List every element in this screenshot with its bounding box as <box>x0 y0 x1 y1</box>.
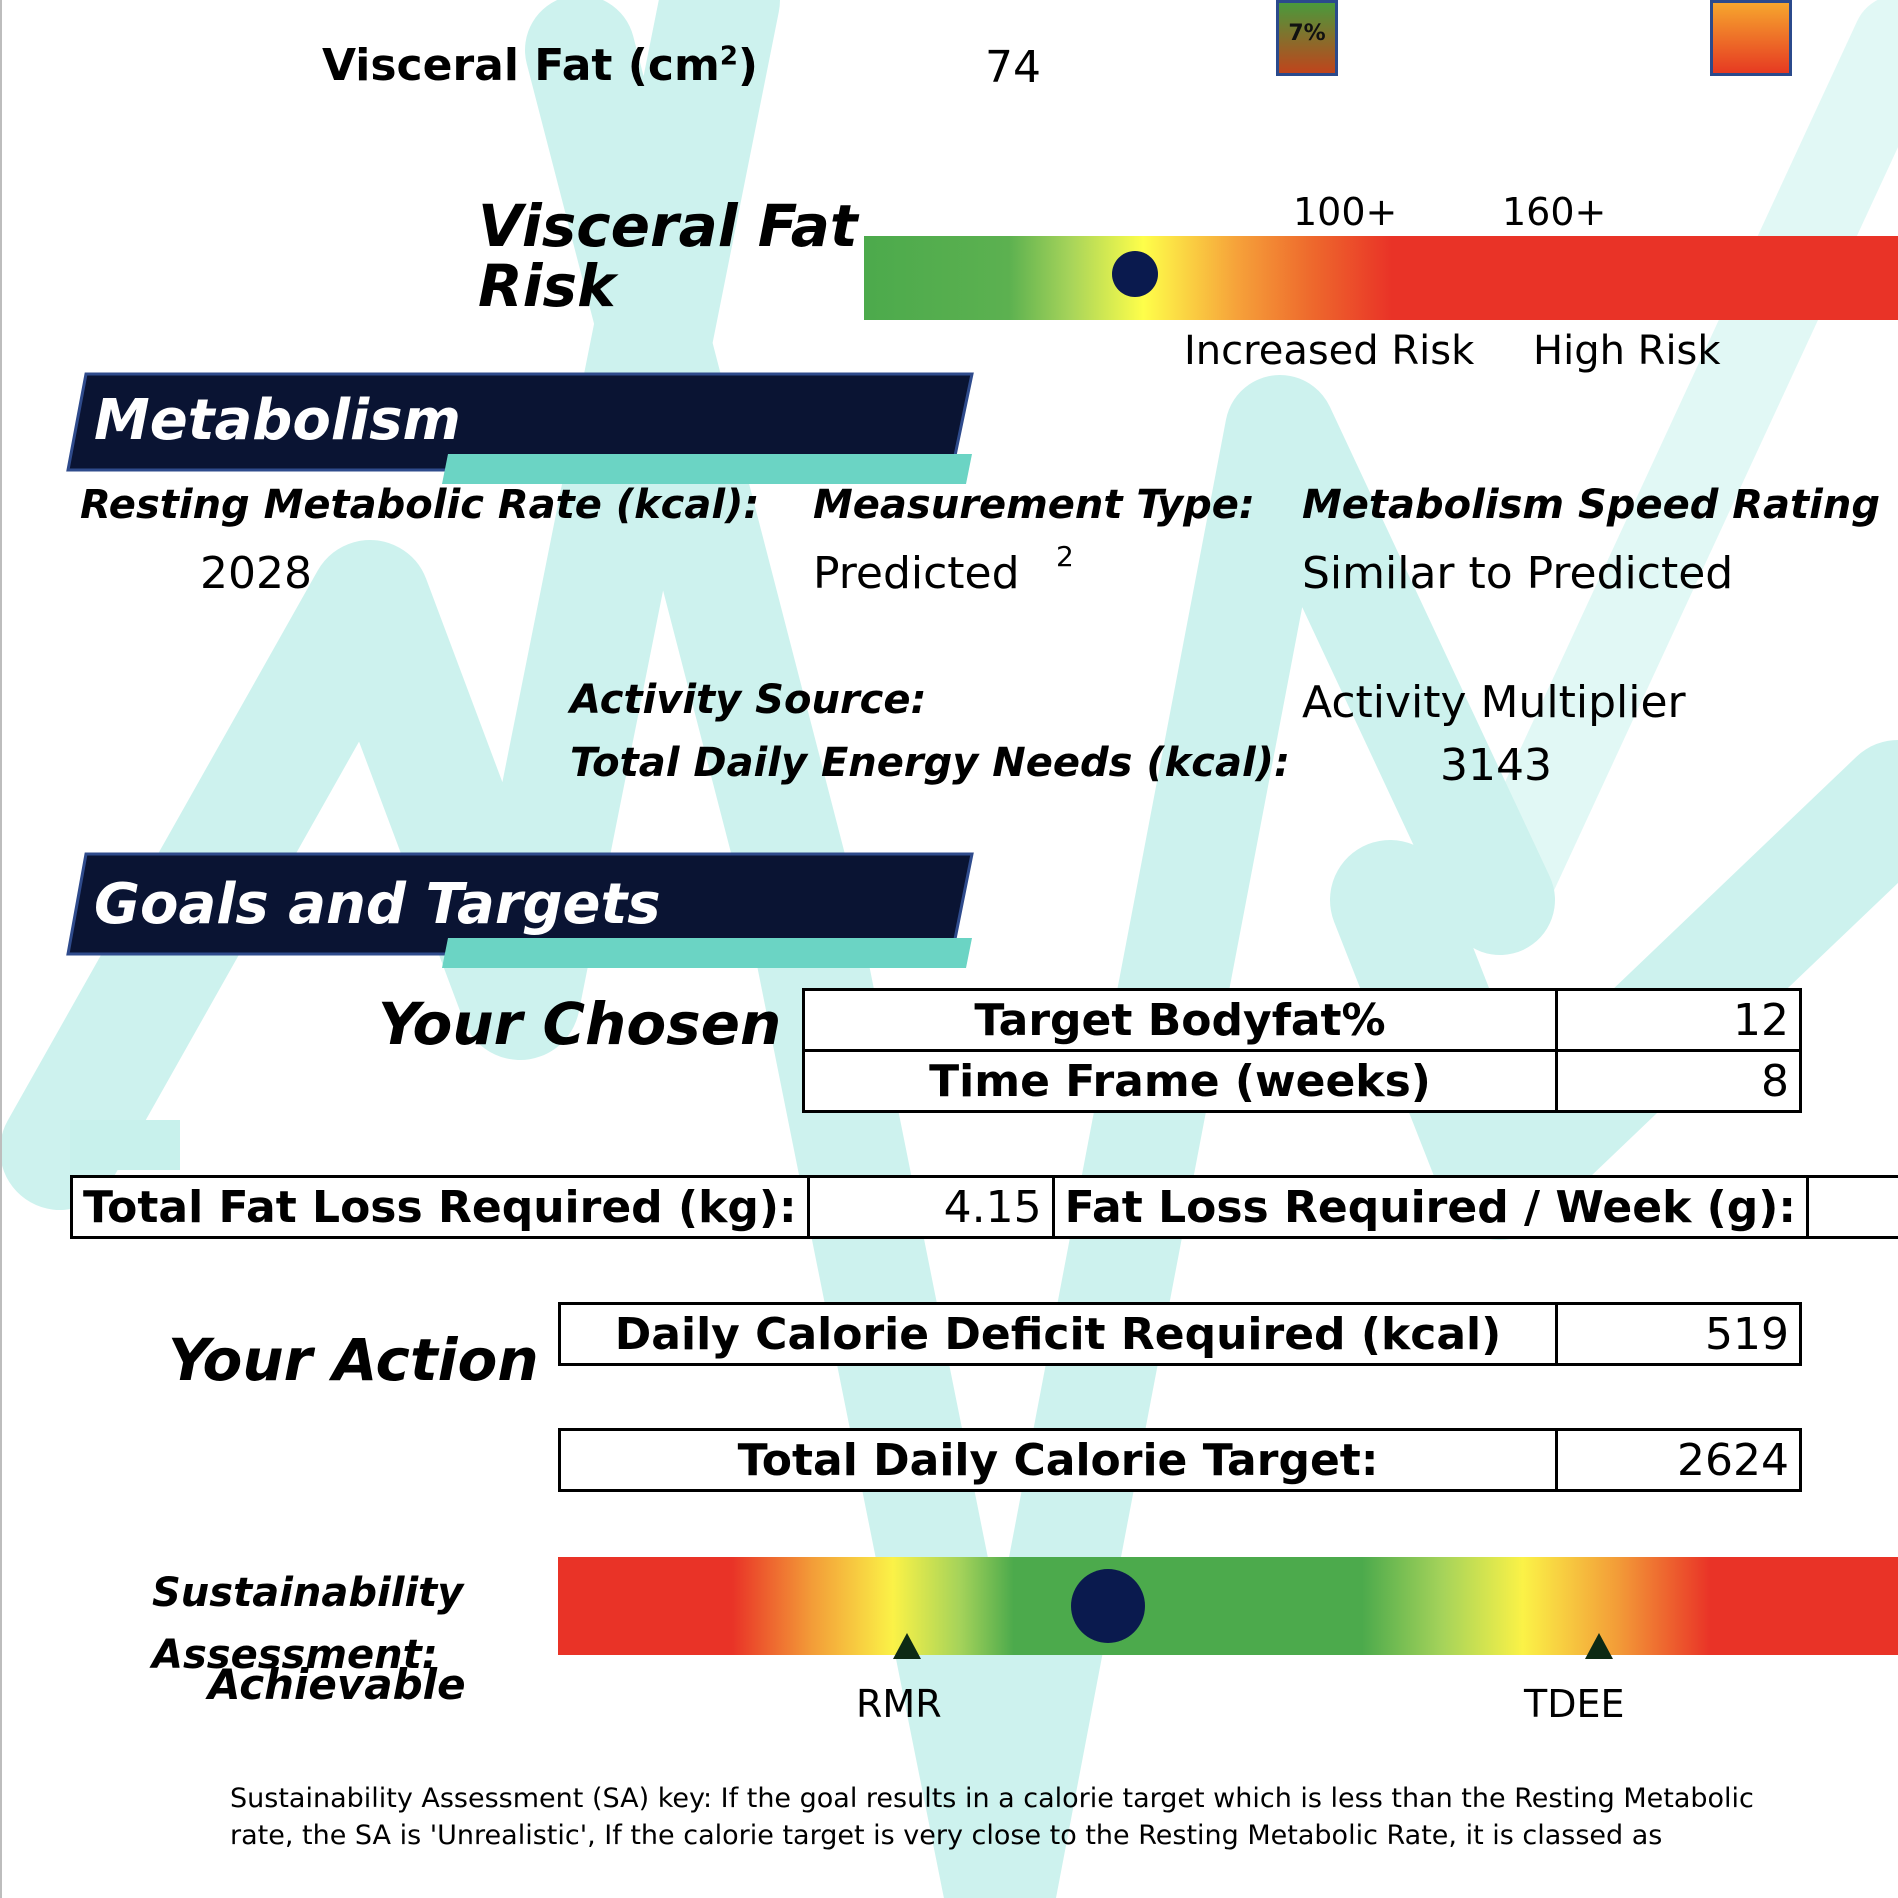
deficit-value: 519 <box>1555 1302 1802 1366</box>
rmr-marker-triangle <box>893 1633 921 1659</box>
measurement-type-value: Predicted <box>813 548 1020 599</box>
risk-title-line2: Risk <box>478 252 616 320</box>
visceral-risk-title: Visceral Fat Risk <box>478 196 858 316</box>
total-fat-loss-label: Total Fat Loss Required (kg): <box>70 1175 810 1239</box>
speed-rating-label: Metabolism Speed Rating <box>1302 482 1880 528</box>
weekly-fat-loss-value <box>1805 1175 1898 1239</box>
metabolism-banner: Metabolism <box>66 370 976 484</box>
calorie-target-value: 2624 <box>1555 1428 1802 1492</box>
calorie-target-table: Total Daily Calorie Target: 2624 <box>558 1428 1802 1492</box>
target-bodyfat-label: Target Bodyfat% <box>802 988 1558 1052</box>
visceral-badge-text: 7% <box>1288 21 1326 46</box>
total-fat-loss-value: 4.15 <box>806 1175 1055 1239</box>
rmr-label: Resting Metabolic Rate (kcal): <box>80 482 760 528</box>
sustainability-key-text: Sustainability Assessment (SA) key: If t… <box>230 1780 1754 1854</box>
table-row: Total Fat Loss Required (kg): 4.15 Fat L… <box>70 1175 1898 1239</box>
key-line1: Sustainability Assessment (SA) key: If t… <box>230 1783 1754 1814</box>
left-edge-rule <box>0 0 2 1898</box>
key-line2: rate, the SA is 'Unrealistic', If the ca… <box>230 1820 1663 1851</box>
tdee-marker-triangle <box>1585 1633 1613 1659</box>
visceral-fat-label: Visceral Fat (cm2) <box>322 40 759 91</box>
your-action-label: Your Action <box>168 1326 539 1394</box>
time-frame-value: 8 <box>1555 1049 1802 1113</box>
chosen-targets-table: Target Bodyfat% 12 Time Frame (weeks) 8 <box>802 988 1802 1113</box>
visceral-risk-bar <box>864 236 1898 320</box>
table-row: Target Bodyfat% 12 <box>802 988 1802 1052</box>
your-chosen-label: Your Chosen <box>378 990 782 1058</box>
rmr-value: 2028 <box>200 548 312 599</box>
measurement-footnote: 2 <box>1056 540 1074 573</box>
calorie-target-label: Total Daily Calorie Target: <box>558 1428 1558 1492</box>
weekly-fat-loss-label: Fat Loss Required / Week (g): <box>1051 1175 1809 1239</box>
sustainability-label-line2: Assessment: <box>152 1632 438 1678</box>
visceral-small-badge: 7% <box>1276 0 1338 76</box>
speed-rating-value: Similar to Predicted <box>1302 548 1734 599</box>
visceral-right-badge <box>1710 0 1792 76</box>
time-frame-label: Time Frame (weeks) <box>802 1049 1558 1113</box>
visceral-risk-marker <box>1112 251 1158 297</box>
measurement-type-label: Measurement Type: <box>813 482 1255 528</box>
increased-risk-label: Increased Risk <box>1184 328 1475 374</box>
table-row: Total Daily Calorie Target: 2624 <box>558 1428 1802 1492</box>
fat-loss-table: Total Fat Loss Required (kg): 4.15 Fat L… <box>70 1175 1898 1239</box>
metabolism-section-title: Metabolism <box>94 388 461 453</box>
tdee-value: 3143 <box>1440 740 1552 791</box>
rmr-marker-label: RMR <box>856 1682 942 1726</box>
sustainability-label-line1: Sustainability <box>152 1570 464 1616</box>
activity-source-label: Activity Source: <box>570 677 927 723</box>
high-risk-label: High Risk <box>1533 328 1721 374</box>
risk-title-line1: Visceral Fat <box>478 192 858 260</box>
deficit-label: Daily Calorie Deficit Required (kcal) <box>558 1302 1558 1366</box>
scale-label-160: 160+ <box>1502 190 1607 234</box>
sustainability-bar <box>558 1557 1898 1655</box>
goals-banner: Goals and Targets <box>66 850 976 968</box>
visceral-fat-value: 74 <box>985 42 1041 93</box>
scale-label-100: 100+ <box>1293 190 1398 234</box>
sustainability-label: Sustainability Assessment: <box>152 1562 463 1686</box>
table-row: Time Frame (weeks) 8 <box>802 1049 1802 1113</box>
deficit-table: Daily Calorie Deficit Required (kcal) 51… <box>558 1302 1802 1366</box>
sustainability-result: Achievable <box>208 1660 466 1709</box>
tdee-label: Total Daily Energy Needs (kcal): <box>570 740 1290 786</box>
table-row: Daily Calorie Deficit Required (kcal) 51… <box>558 1302 1802 1366</box>
target-bodyfat-value: 12 <box>1555 988 1802 1052</box>
tdee-marker-label: TDEE <box>1524 1682 1625 1726</box>
sustainability-marker <box>1071 1569 1145 1643</box>
activity-source-value: Activity Multiplier <box>1302 677 1686 728</box>
goals-section-title: Goals and Targets <box>94 872 661 937</box>
